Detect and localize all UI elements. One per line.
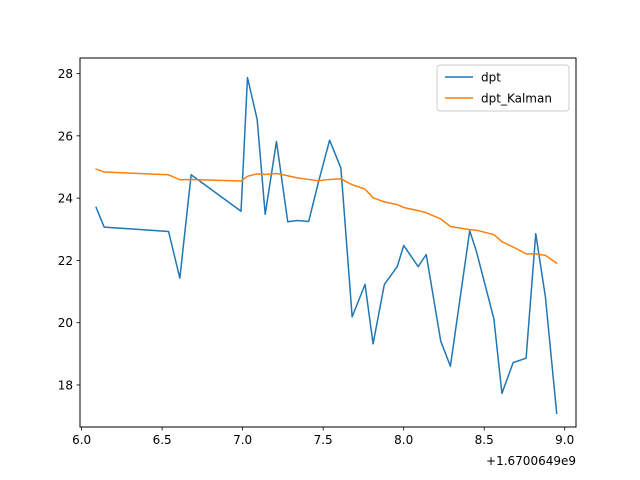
y-tick-label: 28	[58, 67, 73, 81]
legend-label: dpt	[481, 71, 501, 85]
legend: dpt dpt_Kalman	[436, 64, 570, 112]
x-axis: 6.0 6.5 7.0 7.5 8.0 8.5 9.0	[72, 427, 574, 447]
x-tick-label: 6.0	[72, 433, 91, 447]
y-axis: 18 20 22 24 26 28	[58, 67, 80, 392]
y-tick-label: 20	[58, 316, 73, 330]
x-tick-label: 9.0	[555, 433, 574, 447]
x-tick-label: 7.0	[233, 433, 252, 447]
y-tick-label: 18	[58, 378, 73, 392]
x-tick-label: 8.5	[475, 433, 494, 447]
plot-frame	[79, 57, 577, 428]
x-axis-offset-label: +1.6700649e9	[486, 454, 576, 468]
y-tick-label: 22	[58, 254, 73, 268]
y-tick-label: 26	[58, 129, 73, 143]
legend-label: dpt_Kalman	[481, 92, 552, 106]
series-line-dpt-kalman	[95, 168, 558, 265]
x-tick-label: 6.5	[153, 433, 172, 447]
series-line-dpt	[95, 76, 558, 415]
x-tick-label: 7.5	[314, 433, 333, 447]
y-tick-label: 24	[58, 192, 73, 206]
series-layer	[95, 76, 558, 415]
x-tick-label: 8.0	[394, 433, 413, 447]
